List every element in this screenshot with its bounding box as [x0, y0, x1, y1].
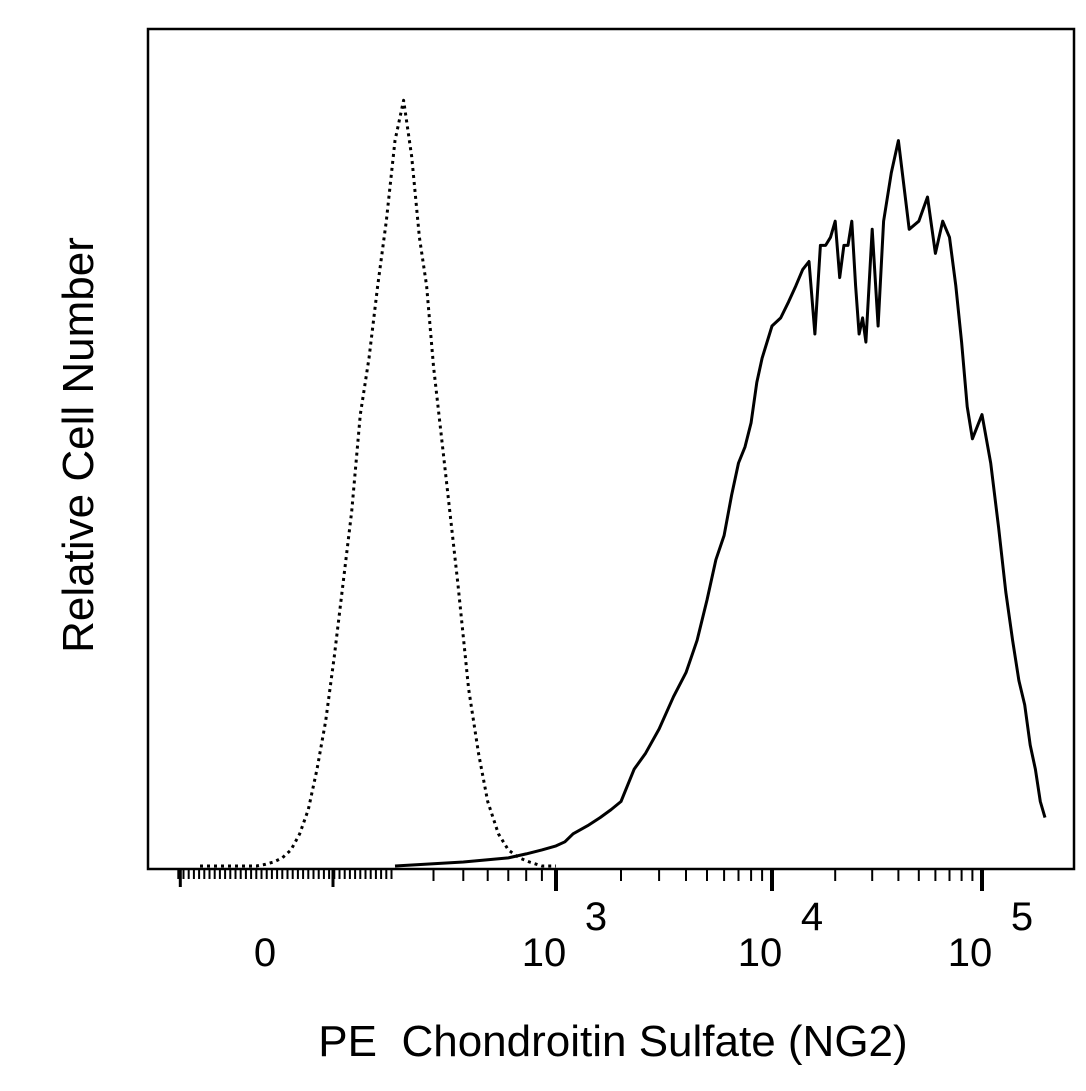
x-tick-label: 10 4 — [738, 895, 823, 975]
x-tick-label: 10 5 — [948, 895, 1033, 975]
x-tick-label-exponent: 5 — [1011, 895, 1033, 939]
series-layer — [200, 98, 1047, 868]
series-dotted-line — [200, 98, 556, 868]
series-solid-line — [394, 139, 1047, 868]
y-axis-label: Relative Cell Number — [54, 237, 103, 653]
x-tick-label-base: 0 — [254, 931, 276, 975]
x-axis: 0 10 3 10 4 10 5 — [177, 869, 1033, 975]
x-tick-label-base: 10 — [522, 931, 567, 975]
x-tick-label: 0 — [254, 931, 276, 975]
x-tick-label-base: 10 — [738, 931, 783, 975]
x-axis-label: PE Chondroitin Sulfate (NG2) — [318, 1017, 907, 1066]
x-tick-label-base: 10 — [948, 931, 993, 975]
x-tick-label-exponent: 3 — [585, 895, 607, 939]
x-tick-label-exponent: 4 — [801, 895, 823, 939]
plot-frame — [146, 27, 1076, 871]
x-tick-label: 10 3 — [522, 895, 607, 975]
